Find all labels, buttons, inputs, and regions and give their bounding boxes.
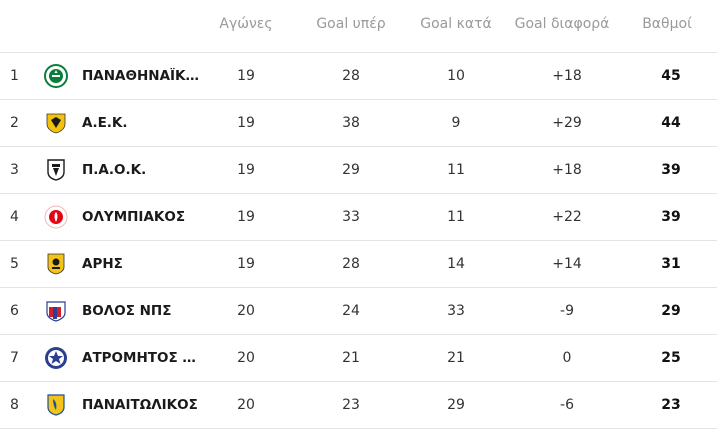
position: 1: [10, 68, 19, 84]
goal-diff-value: -9: [560, 303, 574, 319]
goal-diff-value: -6: [560, 397, 574, 413]
aek-crest-icon: [44, 111, 68, 135]
paok-crest-icon: [44, 158, 68, 182]
goals-against-value: 11: [447, 209, 465, 225]
points-value: 45: [661, 68, 681, 84]
played-value: 19: [237, 115, 255, 131]
played-value: 19: [237, 68, 255, 84]
goals-for-value: 21: [342, 350, 360, 366]
table-row[interactable]: 1 ΠΑΝΑΘΗΝΑΪΚΟΣ 19 28 10 +18 45: [0, 53, 717, 100]
goal-diff-value: +22: [552, 209, 582, 225]
team-name[interactable]: Α.Ε.Κ.: [82, 115, 128, 131]
position: 8: [10, 397, 19, 413]
table-row[interactable]: 6 ΒΟΛΟΣ ΝΠΣ 20 24 33 -9 29: [0, 288, 717, 335]
goals-against-value: 14: [447, 256, 465, 272]
team-name[interactable]: ΟΛΥΜΠΙΑΚΟΣ: [82, 209, 186, 225]
goals-for-value: 33: [342, 209, 360, 225]
panaitolikos-crest-icon: [44, 393, 68, 417]
goal-diff-value: +18: [552, 162, 582, 178]
goals-for-value: 29: [342, 162, 360, 178]
goals-for-value: 28: [342, 68, 360, 84]
header-points[interactable]: Βαθμοί: [642, 16, 692, 32]
goals-against-value: 10: [447, 68, 465, 84]
team-name[interactable]: Π.Α.Ο.Κ.: [82, 162, 147, 178]
goal-diff-value: 0: [562, 350, 572, 366]
points-value: 39: [661, 162, 681, 178]
played-value: 20: [237, 303, 255, 319]
points-value: 23: [661, 397, 681, 413]
atromitos-crest-icon: [44, 346, 68, 370]
header-goals-against[interactable]: Goal κατά: [420, 16, 492, 32]
volos-crest-icon: [44, 299, 68, 323]
points-value: 25: [661, 350, 681, 366]
played-value: 19: [237, 209, 255, 225]
position: 3: [10, 162, 19, 178]
team-name[interactable]: ΒΟΛΟΣ ΝΠΣ: [82, 303, 172, 319]
table-row[interactable]: 7 ΑΤΡΟΜΗΤΟΣ ΑΘΗΝΩΝ 20 21 21 0 25: [0, 335, 717, 382]
table-header: Αγώνες Goal υπέρ Goal κατά Goal διαφορά …: [0, 0, 717, 53]
goal-diff-value: +14: [552, 256, 582, 272]
goals-for-value: 28: [342, 256, 360, 272]
goals-against-value: 9: [451, 115, 461, 131]
header-goal-diff[interactable]: Goal διαφορά: [514, 16, 610, 32]
team-name[interactable]: ΑΡΗΣ: [82, 256, 123, 272]
olympiakos-crest-icon: [44, 205, 68, 229]
aris-crest-icon: [44, 252, 68, 276]
goals-against-value: 21: [447, 350, 465, 366]
team-name[interactable]: ΑΤΡΟΜΗΤΟΣ ΑΘΗΝΩΝ: [82, 350, 200, 366]
goal-diff-value: +18: [552, 68, 582, 84]
position: 2: [10, 115, 19, 131]
points-value: 39: [661, 209, 681, 225]
table-row[interactable]: 5 ΑΡΗΣ 19 28 14 +14 31: [0, 241, 717, 288]
position: 6: [10, 303, 19, 319]
header-goals-for[interactable]: Goal υπέρ: [316, 16, 386, 32]
goals-for-value: 23: [342, 397, 360, 413]
goals-against-value: 33: [447, 303, 465, 319]
table-row[interactable]: 3 Π.Α.Ο.Κ. 19 29 11 +18 39: [0, 147, 717, 194]
team-name[interactable]: ΠΑΝΑΘΗΝΑΪΚΟΣ: [82, 68, 200, 84]
table-row[interactable]: 2 Α.Ε.Κ. 19 38 9 +29 44: [0, 100, 717, 147]
position: 4: [10, 209, 19, 225]
position: 7: [10, 350, 19, 366]
goals-for-value: 24: [342, 303, 360, 319]
panathinaikos-crest-icon: [44, 64, 68, 88]
table-row[interactable]: 4 ΟΛΥΜΠΙΑΚΟΣ 19 33 11 +22 39: [0, 194, 717, 241]
played-value: 19: [237, 256, 255, 272]
played-value: 19: [237, 162, 255, 178]
points-value: 29: [661, 303, 681, 319]
header-played[interactable]: Αγώνες: [219, 16, 273, 32]
points-value: 31: [661, 256, 681, 272]
goals-against-value: 29: [447, 397, 465, 413]
goals-against-value: 11: [447, 162, 465, 178]
goal-diff-value: +29: [552, 115, 582, 131]
points-value: 44: [661, 115, 681, 131]
played-value: 20: [237, 397, 255, 413]
played-value: 20: [237, 350, 255, 366]
position: 5: [10, 256, 19, 272]
table-row[interactable]: 8 ΠΑΝΑΙΤΩΛΙΚΟΣ 20 23 29 -6 23: [0, 382, 717, 429]
goals-for-value: 38: [342, 115, 360, 131]
team-name[interactable]: ΠΑΝΑΙΤΩΛΙΚΟΣ: [82, 397, 198, 413]
